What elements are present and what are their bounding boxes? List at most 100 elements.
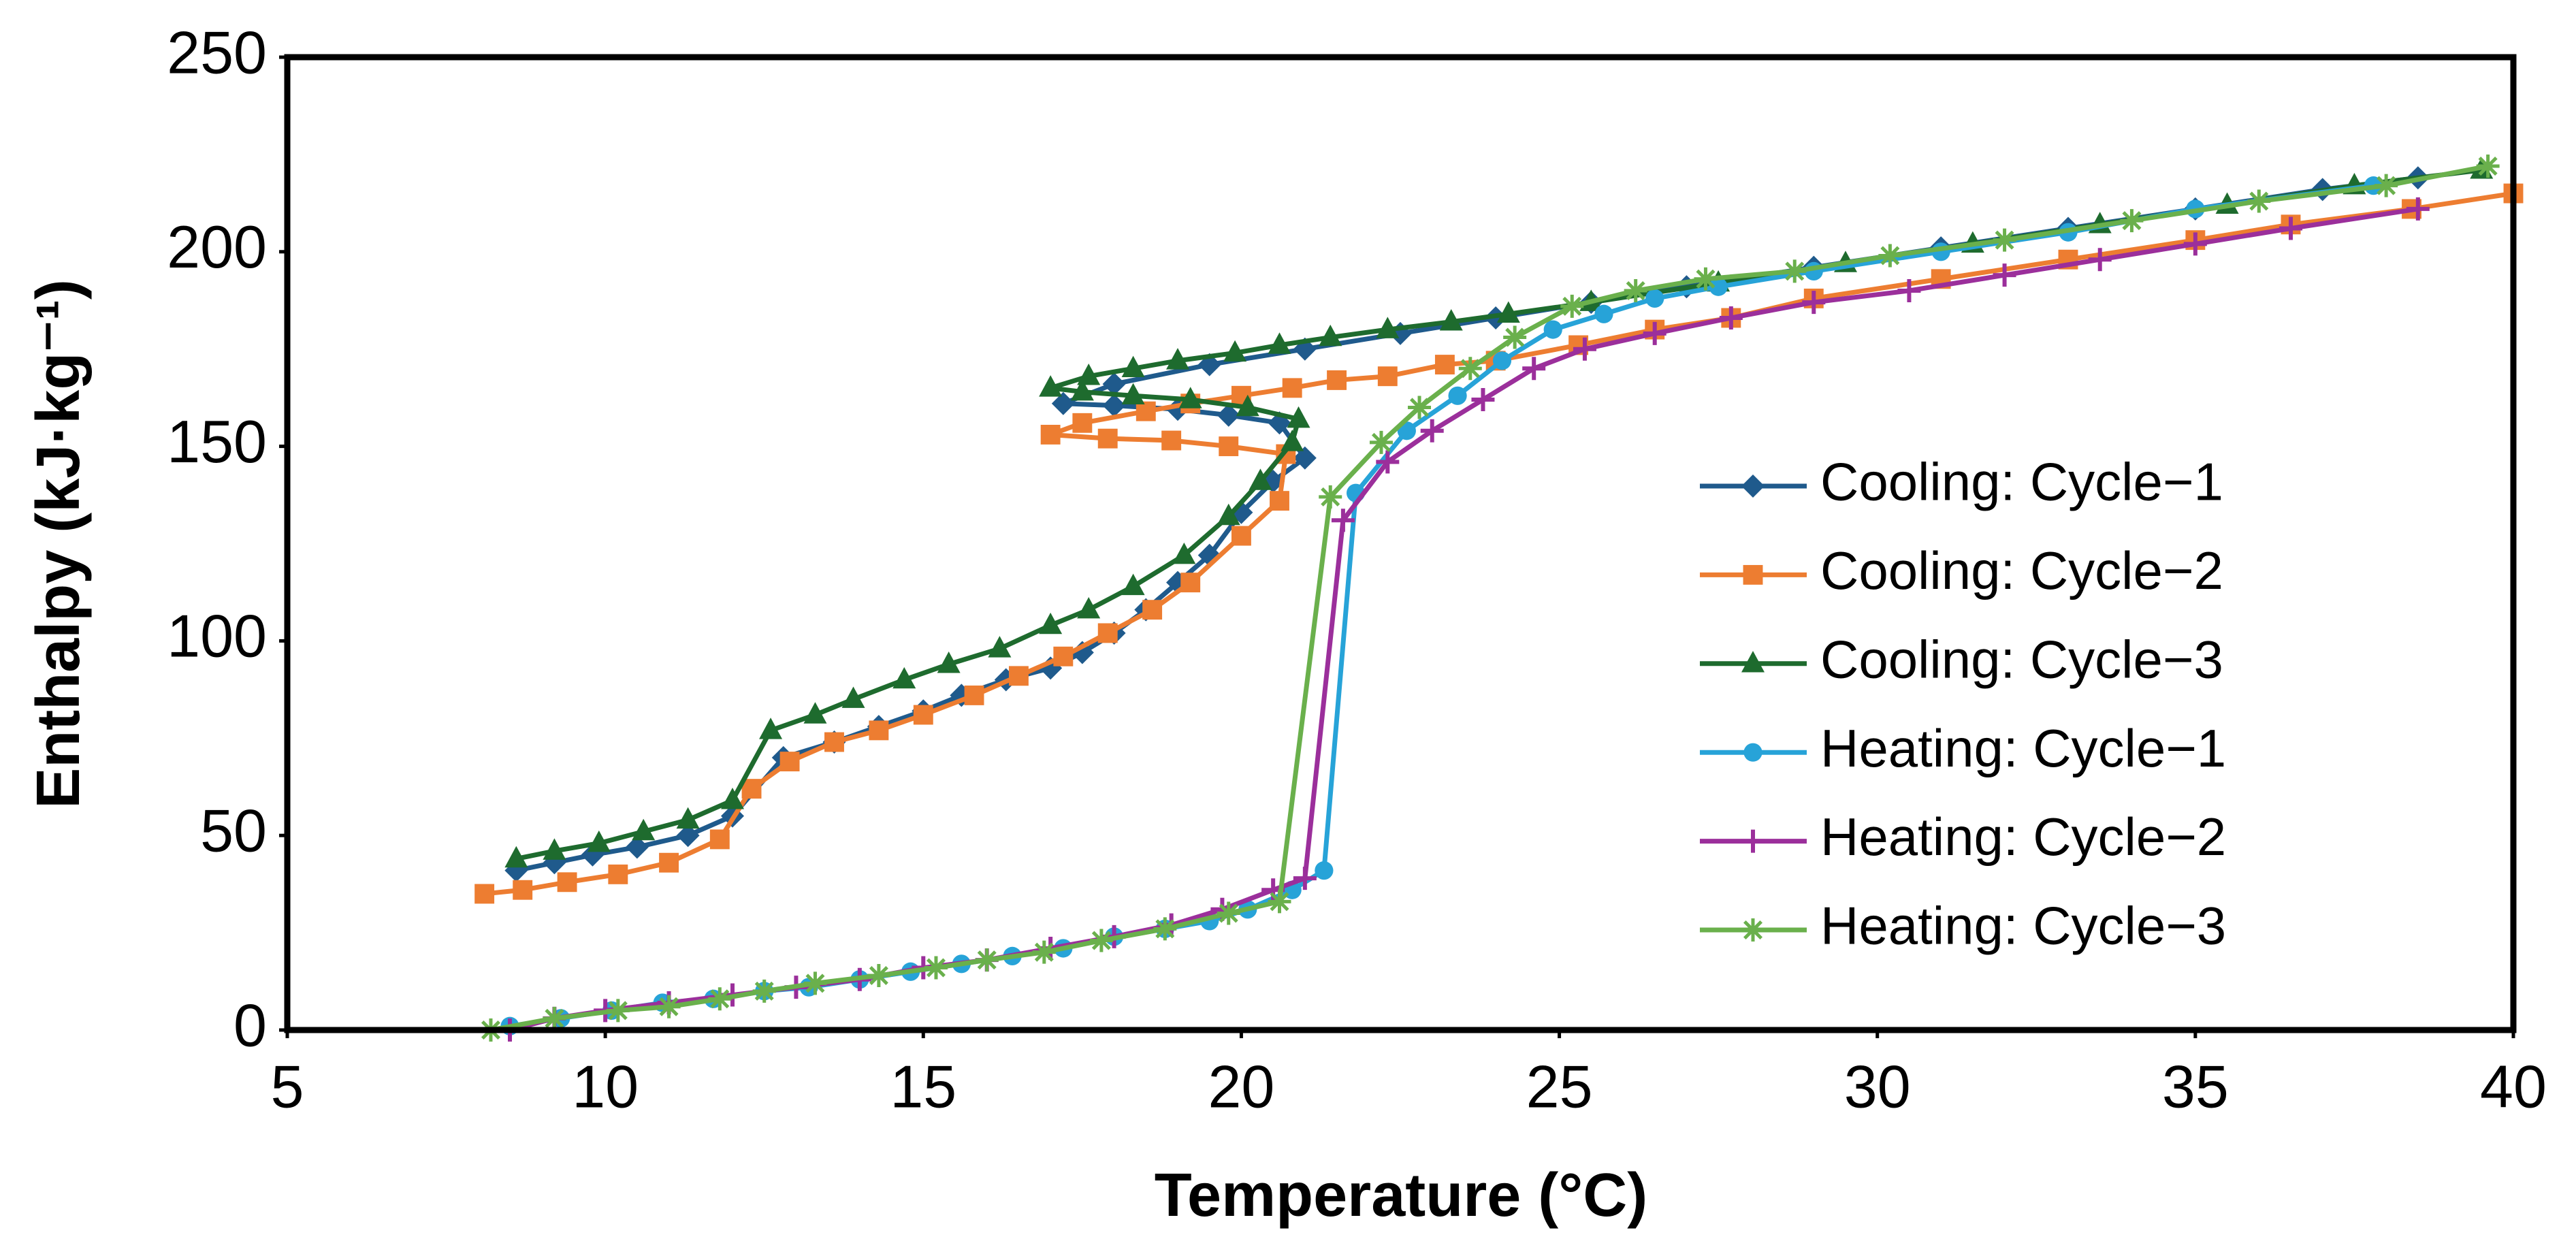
marker: [504, 846, 528, 868]
marker: [1783, 259, 1807, 283]
marker: [1032, 940, 1056, 964]
y-axis-title: Enthalpy (kJ·kg⁻¹): [25, 279, 93, 809]
marker: [1217, 901, 1240, 925]
marker: [1287, 406, 1310, 428]
marker: [1293, 867, 1317, 890]
marker: [988, 636, 1012, 658]
marker: [1180, 573, 1201, 593]
marker: [1897, 278, 1921, 302]
marker: [1051, 391, 1075, 415]
y-tick-label: 50: [200, 797, 267, 864]
marker: [1369, 430, 1393, 454]
marker: [2183, 232, 2207, 256]
marker: [1077, 596, 1101, 619]
marker: [1327, 370, 1347, 390]
marker: [1315, 861, 1334, 880]
marker: [1070, 379, 1094, 401]
marker: [1471, 388, 1495, 412]
marker: [964, 685, 984, 705]
marker: [676, 807, 700, 829]
marker: [1166, 348, 1189, 370]
marker: [1319, 485, 1342, 509]
marker: [1223, 340, 1247, 362]
marker: [1993, 263, 2016, 287]
marker: [1217, 503, 1240, 526]
marker: [1102, 393, 1126, 417]
marker: [1008, 666, 1029, 686]
marker: [1878, 244, 1902, 268]
marker: [1458, 357, 1482, 381]
series: [479, 155, 2500, 1042]
y-tick-label: 200: [167, 213, 267, 280]
marker: [2374, 174, 2398, 197]
marker: [824, 732, 844, 752]
x-tick-label: 15: [890, 1052, 956, 1120]
marker: [1281, 430, 1304, 451]
marker: [1448, 386, 1467, 405]
marker: [759, 718, 783, 739]
marker: [1097, 428, 1118, 449]
marker: [975, 948, 999, 972]
marker: [1420, 419, 1444, 443]
marker: [659, 852, 679, 873]
marker: [721, 788, 744, 809]
marker: [1072, 413, 1093, 433]
marker: [1434, 355, 1455, 375]
marker: [1560, 294, 1584, 318]
marker: [1070, 641, 1094, 664]
marker: [2476, 155, 2500, 178]
marker: [1236, 394, 1259, 417]
x-tick-label: 10: [572, 1052, 639, 1120]
y-tick-label: 150: [167, 408, 267, 475]
marker: [1293, 446, 1317, 470]
marker: [543, 1006, 566, 1030]
marker: [1268, 332, 1291, 354]
marker: [513, 880, 533, 900]
marker: [2247, 189, 2271, 213]
marker: [1172, 542, 1196, 564]
marker: [1643, 321, 1667, 345]
y-tick-label: 0: [234, 991, 267, 1059]
marker: [1543, 320, 1562, 339]
marker: [779, 752, 800, 772]
marker: [752, 979, 776, 1003]
y-tick-label: 250: [167, 18, 267, 86]
marker: [1121, 383, 1145, 405]
marker: [1645, 289, 1664, 308]
marker: [924, 956, 948, 980]
marker: [1097, 623, 1118, 643]
marker: [657, 995, 681, 1018]
x-tick-label: 25: [1526, 1052, 1593, 1120]
marker: [557, 872, 577, 893]
marker: [587, 830, 611, 852]
marker: [1492, 351, 1512, 370]
marker: [937, 651, 961, 673]
legend-text: Cooling: Cycle−1: [1820, 452, 2223, 512]
marker: [1741, 829, 1765, 853]
marker: [841, 686, 865, 708]
marker: [1719, 306, 1743, 329]
marker: [1573, 337, 1596, 361]
marker: [1217, 403, 1240, 427]
marker: [1331, 509, 1355, 532]
plot-frame: [284, 54, 2517, 1033]
marker: [1993, 228, 2016, 252]
x-tick-label: 20: [1208, 1052, 1274, 1120]
marker: [1743, 743, 1762, 762]
marker: [1376, 317, 1400, 338]
x-tick-label: 40: [2480, 1052, 2547, 1120]
marker: [1408, 396, 1432, 419]
x-tick-label: 30: [1844, 1052, 1911, 1120]
marker: [1741, 475, 1765, 498]
marker: [676, 824, 700, 848]
marker: [1040, 425, 1061, 445]
marker: [632, 818, 656, 841]
marker: [1377, 366, 1398, 387]
marker: [1153, 917, 1177, 941]
marker: [803, 702, 827, 724]
marker: [1053, 646, 1074, 666]
marker: [1496, 301, 1520, 323]
marker: [1319, 324, 1342, 347]
marker: [2120, 209, 2144, 233]
